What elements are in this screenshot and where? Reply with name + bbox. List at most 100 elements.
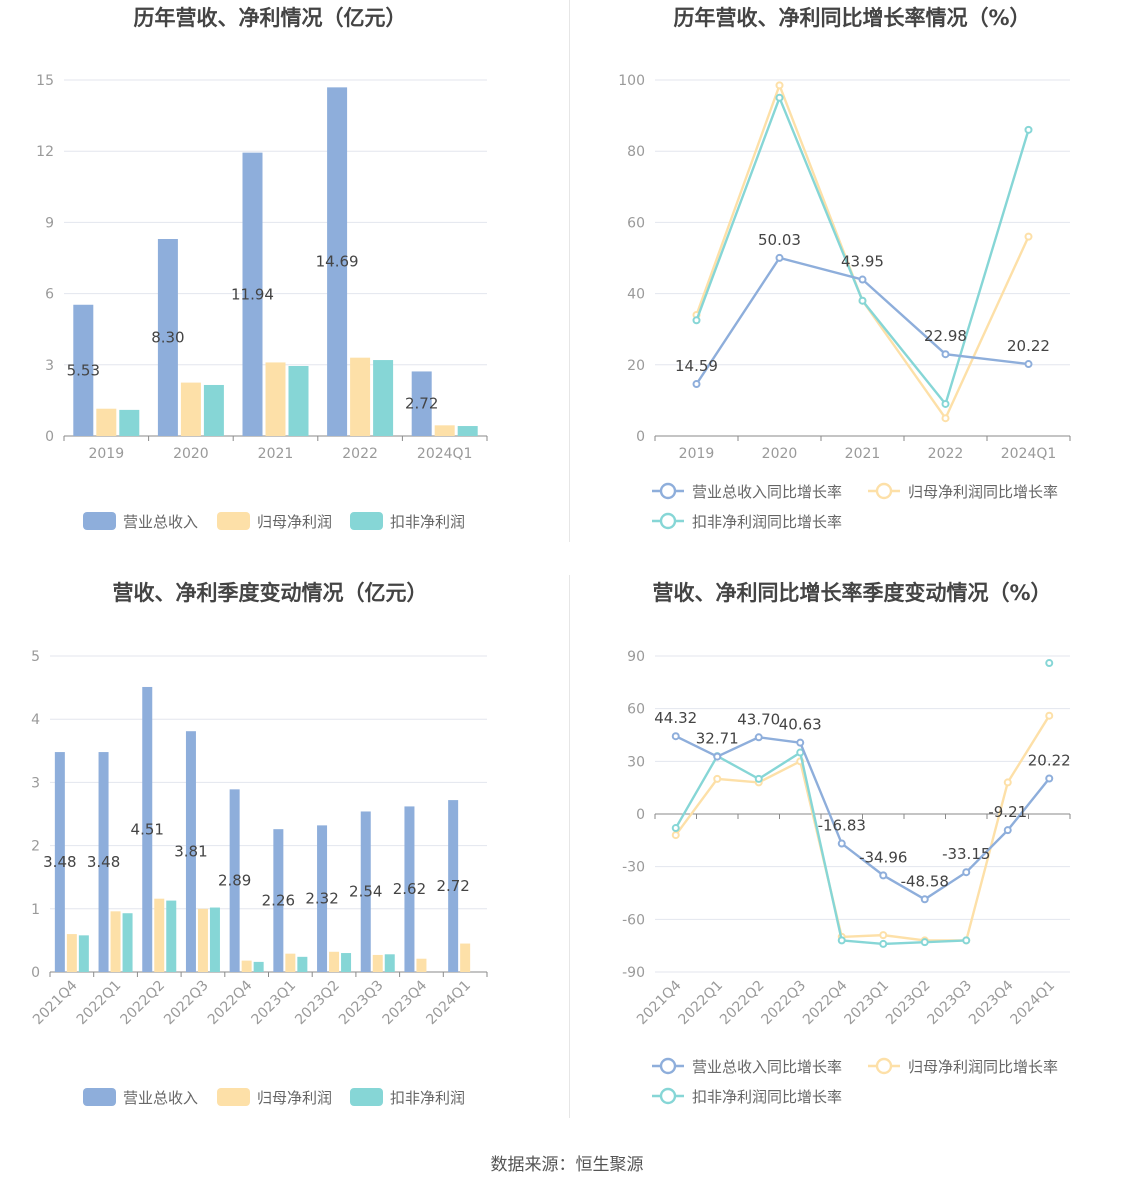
- x-tick-label: 2022Q3: [161, 978, 212, 1029]
- bar-revenue: [185, 731, 196, 972]
- legend-label: 归母净利润: [257, 1089, 332, 1107]
- x-tick-label: 2023Q4: [966, 977, 1017, 1028]
- bar-net-profit: [460, 943, 471, 972]
- x-tick-label: 2022Q4: [800, 977, 851, 1028]
- legend-label: 营业总收入同比增长率: [692, 483, 842, 501]
- y-tick-label: -90: [622, 965, 645, 981]
- y-tick-label: 1: [31, 902, 40, 918]
- y-tick-label: 5: [31, 649, 40, 665]
- y-tick-label: 3: [31, 775, 40, 791]
- bar-deducted-profit: [78, 935, 89, 972]
- line-series: [674, 750, 967, 946]
- line-series: [674, 715, 1051, 942]
- data-label: -48.58: [901, 872, 949, 890]
- vertical-divider-bottom: [569, 575, 570, 1118]
- data-label: 4.51: [131, 820, 164, 838]
- bar-net-profit: [265, 362, 286, 436]
- line-point: [775, 81, 784, 90]
- x-tick-label: 2024Q1: [417, 446, 473, 462]
- y-tick-label: 9: [45, 215, 54, 231]
- x-tick-label: 2024Q1: [1001, 446, 1057, 462]
- y-tick-label: 40: [627, 287, 645, 303]
- data-label: -16.83: [818, 817, 866, 835]
- data-label: 43.70: [737, 710, 780, 728]
- line-point: [962, 868, 971, 877]
- line-point: [775, 93, 784, 102]
- line-point: [1003, 778, 1012, 787]
- bar-deducted-profit: [341, 953, 352, 972]
- line-point: [1024, 232, 1033, 241]
- bar-net-profit: [350, 357, 371, 436]
- legend-swatch: [83, 1088, 116, 1106]
- data-label: -9.21: [988, 803, 1027, 821]
- y-tick-label: 0: [636, 429, 645, 445]
- y-tick-label: 60: [627, 215, 645, 231]
- chart-title: 历年营收、净利情况（亿元）: [134, 6, 407, 30]
- line-point: [754, 733, 763, 742]
- data-label: 32.71: [696, 730, 739, 748]
- bar-deducted-profit: [203, 384, 224, 436]
- x-tick-label: 2022: [928, 446, 964, 462]
- data-label: 20.22: [1007, 337, 1050, 355]
- legend-label: 归母净利润: [257, 513, 332, 531]
- chart-title: 营收、净利季度变动情况（亿元）: [113, 581, 428, 605]
- y-tick-label: 60: [627, 702, 645, 718]
- bar-net-profit: [329, 951, 340, 972]
- bar-deducted-profit: [119, 409, 140, 436]
- line-point: [879, 931, 888, 940]
- quarterly-revenue-profit-chart: 营收、净利季度变动情况（亿元）0123452021Q42022Q12022Q22…: [30, 581, 488, 1107]
- x-tick-label: 2024Q1: [1007, 978, 1058, 1029]
- bar-net-profit: [434, 425, 455, 436]
- y-tick-label: 3: [45, 358, 54, 374]
- y-tick-label: -60: [622, 912, 645, 928]
- y-tick-label: 0: [45, 429, 54, 445]
- x-tick-label: 2020: [173, 446, 209, 462]
- x-tick-label: 2019: [88, 446, 124, 462]
- line-point: [879, 871, 888, 880]
- data-label: 2.72: [436, 877, 469, 895]
- x-tick-label: 2022: [342, 446, 378, 462]
- line-point: [796, 738, 805, 747]
- line-point: [1003, 826, 1012, 835]
- line-series: [675, 735, 1051, 901]
- x-tick-label: 2019: [679, 446, 715, 462]
- line-point: [671, 732, 680, 741]
- legend-swatch-marker: [659, 512, 677, 530]
- y-tick-label: 4: [31, 712, 40, 728]
- bar-net-profit: [110, 911, 121, 972]
- data-label: 40.63: [779, 716, 822, 734]
- y-tick-label: 20: [627, 358, 645, 374]
- data-label: 14.69: [316, 253, 359, 271]
- legend-label: 营业总收入同比增长率: [692, 1058, 842, 1076]
- legend-swatch: [217, 512, 250, 530]
- legend-swatch-marker: [659, 482, 677, 500]
- data-label: 44.32: [654, 709, 697, 727]
- data-label: 8.30: [151, 329, 184, 347]
- bar-revenue: [54, 752, 65, 972]
- legend-label: 扣非净利润同比增长率: [692, 1088, 842, 1106]
- legend-label: 归母净利润同比增长率: [908, 483, 1058, 501]
- bar-revenue: [317, 825, 328, 972]
- y-tick-label: -30: [622, 860, 645, 876]
- line-point: [879, 939, 888, 948]
- data-label: 3.48: [87, 853, 120, 871]
- chart-title: 历年营收、净利同比增长率情况（%）: [673, 6, 1030, 30]
- x-tick-label: 2024Q1: [423, 978, 474, 1029]
- bar-net-profit: [285, 953, 296, 972]
- x-tick-label: 2022Q3: [758, 978, 809, 1029]
- x-tick-label: 2021: [258, 446, 294, 462]
- bar-net-profit: [372, 954, 383, 972]
- x-tick-label: 2023Q1: [841, 978, 892, 1029]
- bar-net-profit: [241, 960, 252, 972]
- bar-revenue: [73, 304, 94, 436]
- y-tick-label: 80: [627, 144, 645, 160]
- legend-swatch: [350, 1088, 383, 1106]
- legend-label: 营业总收入: [123, 1089, 198, 1107]
- x-tick-label: 2023Q3: [924, 978, 975, 1029]
- y-tick-label: 15: [36, 73, 54, 89]
- y-tick-label: 30: [627, 754, 645, 770]
- line-point: [1045, 774, 1054, 783]
- y-tick-label: 90: [627, 649, 645, 665]
- y-tick-label: 0: [636, 807, 645, 823]
- data-label: 5.53: [67, 361, 100, 379]
